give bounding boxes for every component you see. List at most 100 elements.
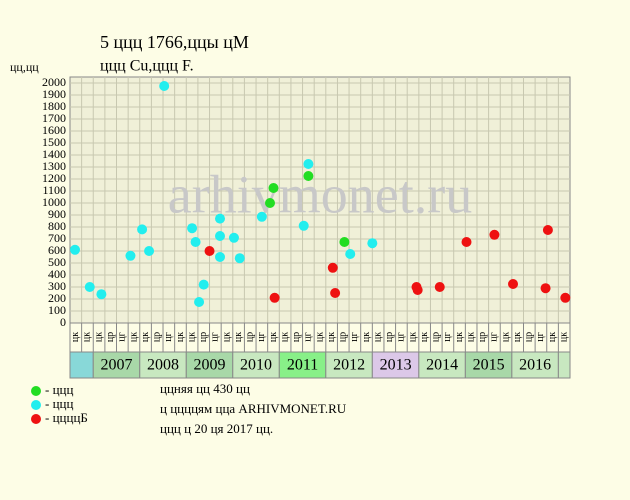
year-cell	[325, 351, 373, 379]
column-label: цк	[326, 332, 337, 342]
column-label: цр	[291, 332, 302, 342]
column-label: цр	[384, 332, 395, 342]
point	[367, 238, 378, 249]
point	[194, 297, 205, 307]
y-tick-label: 1000	[42, 195, 66, 209]
legend-marker	[31, 386, 41, 396]
year-label: 2007	[101, 357, 133, 374]
point	[540, 283, 551, 294]
year-label: 2010	[240, 357, 272, 374]
chart-title: 5 ццц 1766,ццы цМ	[100, 32, 249, 52]
column-label: цг	[210, 332, 221, 341]
legend-label: - ццццБ	[45, 410, 88, 425]
column-label: цк	[465, 332, 476, 342]
column-label: цр	[524, 332, 535, 342]
point	[96, 289, 107, 300]
last-cell	[557, 351, 571, 379]
point	[228, 232, 239, 243]
point	[215, 231, 225, 241]
y-tick-label: 1500	[42, 135, 66, 149]
column-label: цр	[338, 332, 349, 342]
year-label: 2014	[426, 357, 458, 374]
column-label: цг	[442, 332, 453, 341]
year-label: 2013	[380, 357, 412, 374]
point	[159, 81, 170, 91]
y-tick-label: 1400	[42, 147, 66, 161]
watermark: arhivmonet.ru	[168, 164, 472, 224]
column-label: цг	[489, 332, 500, 341]
column-label: цк	[70, 332, 81, 342]
note: ц ццццям цца ARHIVMONET.RU	[160, 401, 347, 416]
year-label: 2009	[194, 357, 226, 374]
point	[144, 246, 155, 256]
column-label: цк	[186, 332, 197, 342]
column-label: цр	[431, 332, 442, 342]
point	[560, 292, 571, 303]
year-label: 2011	[287, 357, 318, 374]
y-tick-label: 800	[48, 219, 66, 233]
column-label: цк	[268, 332, 279, 342]
point	[298, 220, 309, 231]
chart-subtitle: ццц Cu,ццц F.	[100, 58, 194, 75]
column-label: цк	[372, 332, 383, 342]
y-axis-label: цц,цц	[10, 60, 39, 74]
column-label: цр	[152, 332, 163, 342]
column-label: цк	[221, 332, 232, 342]
column-label: цр	[105, 332, 116, 342]
column-label: цк	[140, 332, 151, 342]
point	[412, 285, 423, 295]
point	[70, 244, 80, 255]
y-tick-label: 2000	[42, 75, 66, 89]
column-label: цк	[128, 332, 139, 342]
column-label: цк	[407, 332, 418, 342]
year-cell	[278, 351, 327, 379]
column-label: цг	[349, 332, 360, 341]
year-cell	[92, 351, 141, 379]
column-label: цк	[558, 332, 569, 342]
note: ццняя цц 430 цц	[160, 381, 250, 396]
point	[265, 198, 275, 208]
point	[339, 237, 350, 247]
point	[137, 224, 148, 235]
column-label: цк	[454, 332, 465, 342]
year-label: 2015	[473, 357, 505, 374]
point	[303, 171, 314, 181]
point	[508, 279, 519, 289]
point	[215, 252, 225, 262]
column-row	[69, 322, 571, 353]
point	[330, 288, 341, 298]
legend-marker	[31, 400, 41, 410]
column-label: цг	[256, 332, 267, 341]
y-tick-label: 100	[48, 303, 66, 317]
point	[234, 253, 245, 264]
point	[204, 246, 215, 256]
y-tick-label: 1700	[42, 111, 66, 125]
column-label: цк	[175, 332, 186, 342]
column-label: цк	[279, 332, 290, 342]
column-label: цк	[361, 332, 372, 342]
note: ццц ц 20 ця 2017 цц.	[160, 421, 273, 436]
y-tick-label: 1300	[42, 159, 66, 173]
column-label: цк	[93, 332, 104, 342]
column-label: цг	[303, 332, 314, 341]
point	[461, 237, 472, 247]
year-label: 2008	[147, 357, 179, 374]
column-label: цк	[500, 332, 511, 342]
point	[187, 223, 198, 234]
column-label: цк	[314, 332, 325, 342]
point	[542, 225, 553, 235]
legend-label: - ццц	[45, 396, 73, 411]
column-label: цк	[547, 332, 558, 342]
y-tick-label: 1900	[42, 87, 66, 101]
year-cell	[464, 351, 513, 379]
y-tick-label: 200	[48, 291, 66, 305]
y-tick-label: 700	[48, 231, 66, 245]
column-label: цк	[233, 332, 244, 342]
point	[489, 229, 500, 240]
y-tick-label: 600	[48, 243, 66, 257]
point	[256, 211, 267, 222]
year-label: 2012	[333, 357, 365, 374]
point	[303, 159, 314, 169]
y-tick-label: 1100	[42, 183, 66, 197]
